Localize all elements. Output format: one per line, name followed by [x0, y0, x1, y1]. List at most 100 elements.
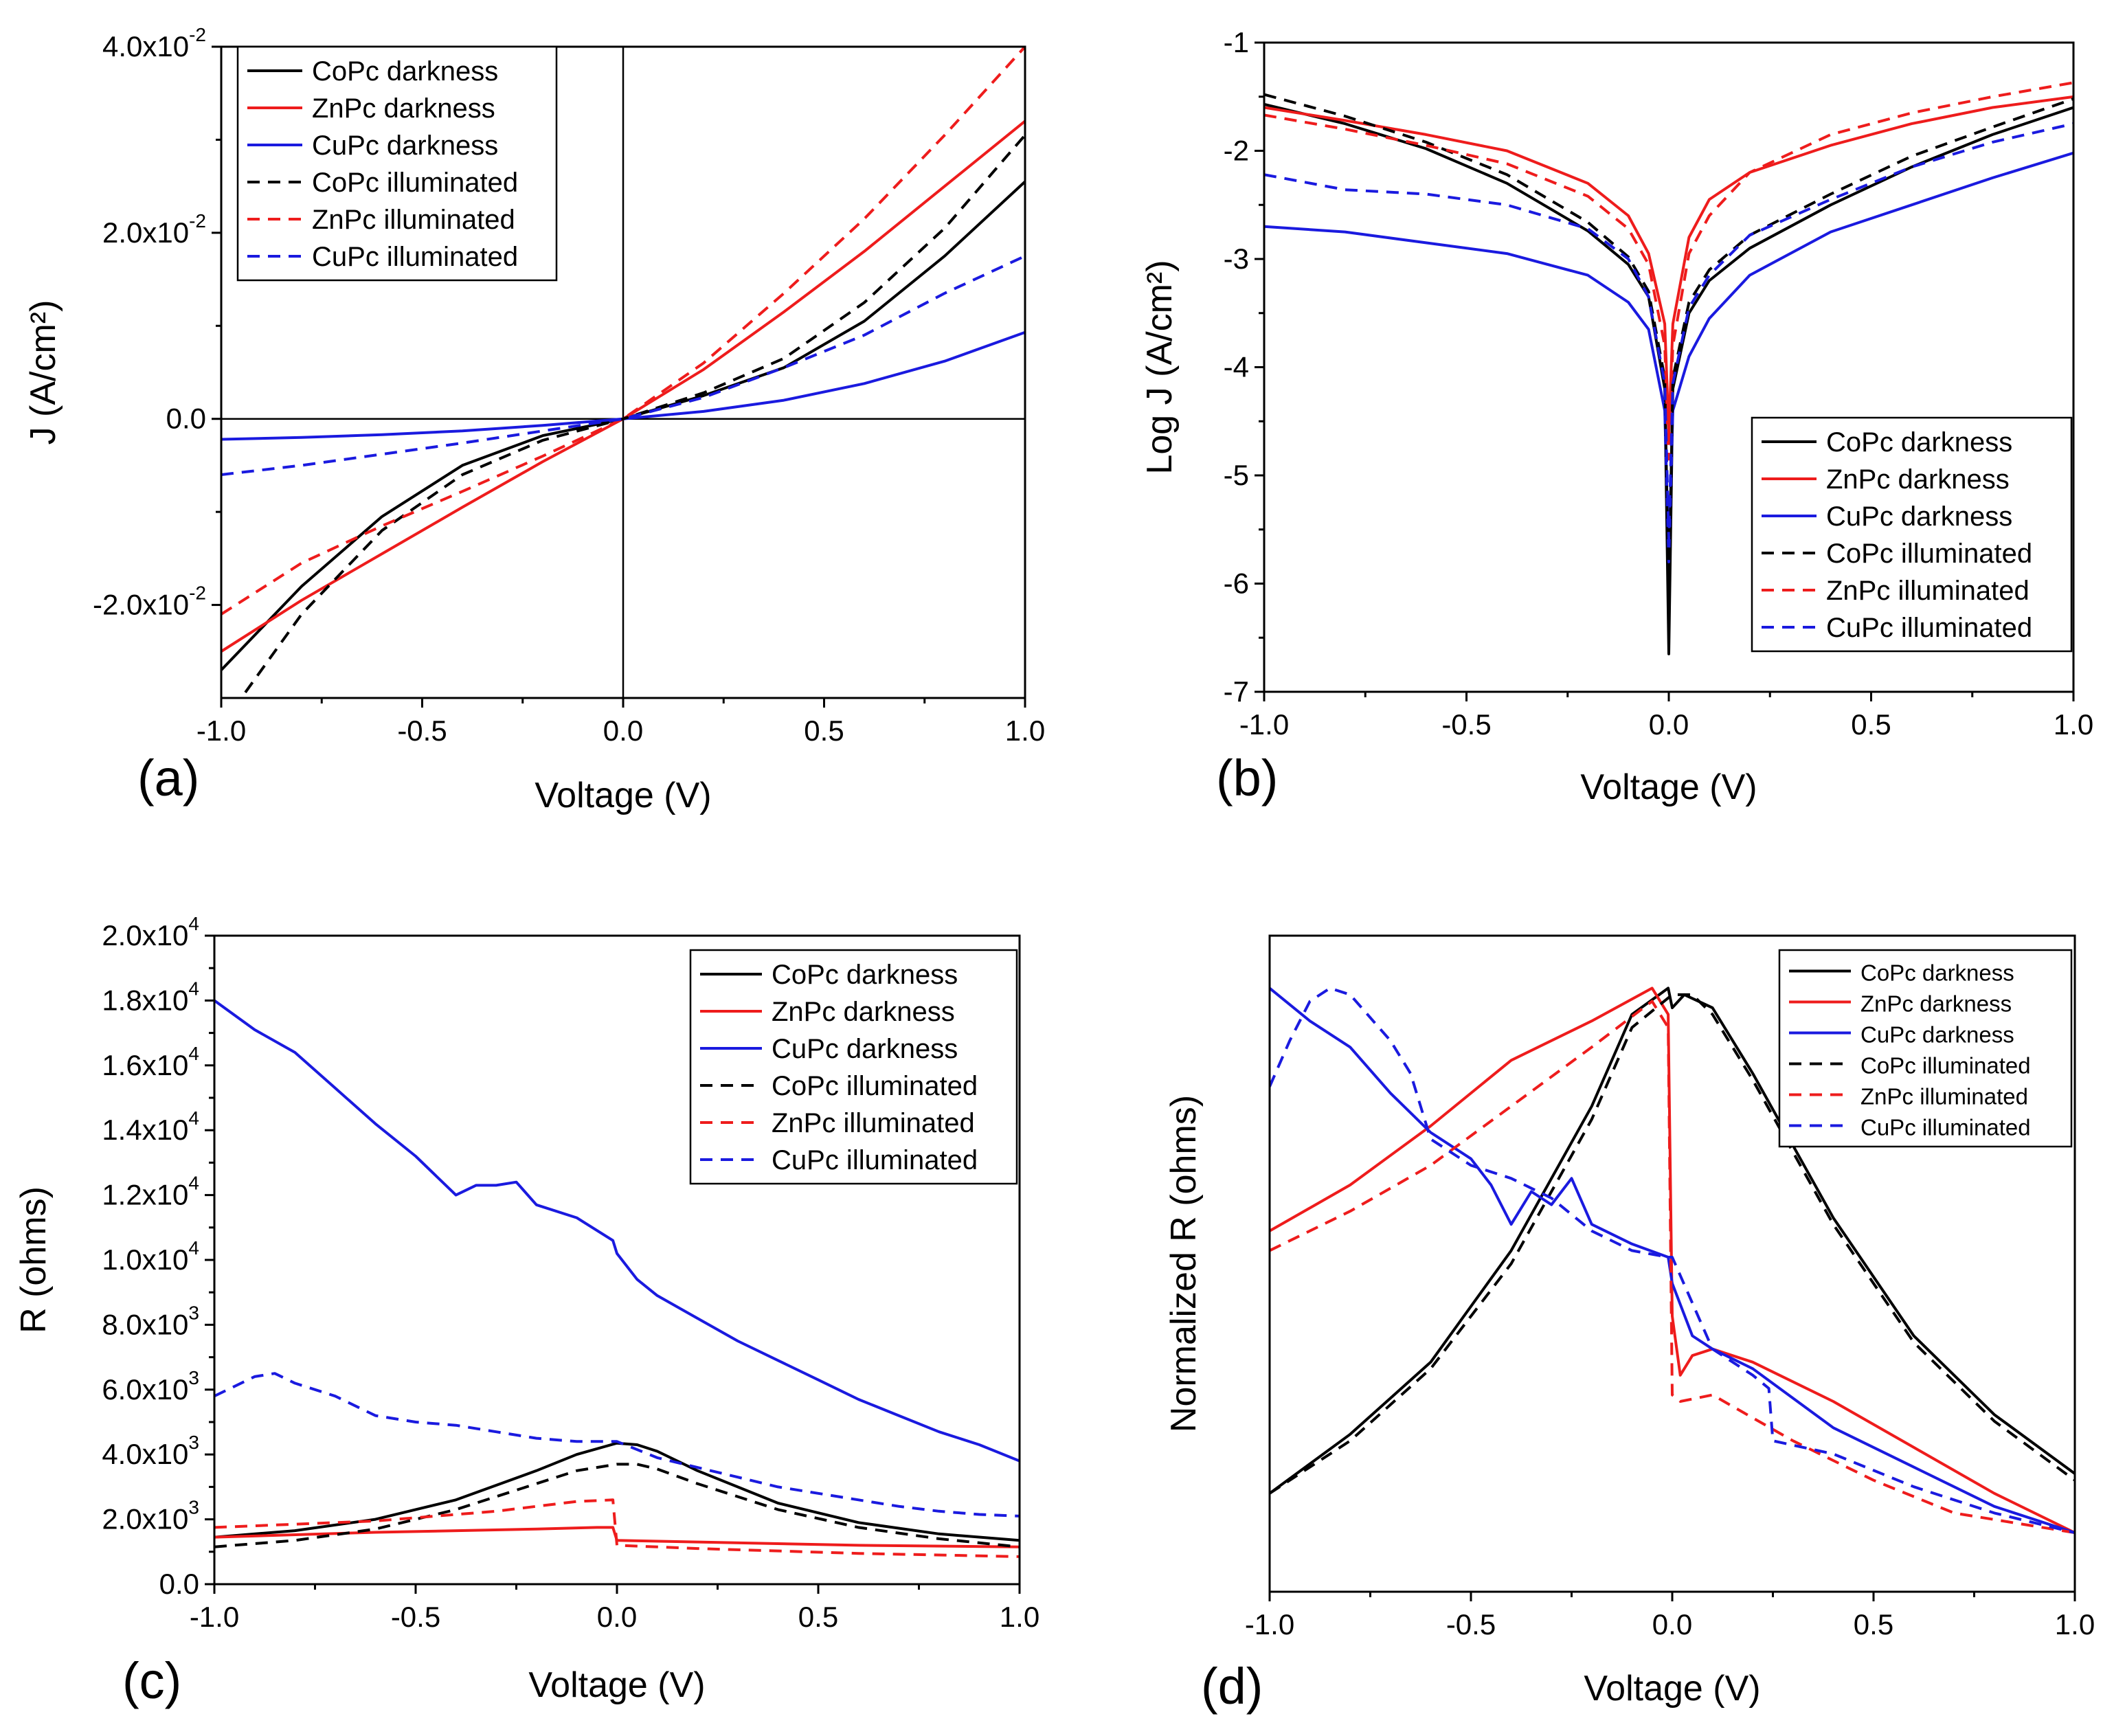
x-axis-label: Voltage (V)	[1584, 1669, 1760, 1709]
legend-entry: ZnPc darkness	[772, 997, 955, 1027]
y-tick-label: -2	[1224, 135, 1249, 167]
legend-entry: CuPc illuminated	[312, 242, 518, 272]
y-tick-label: 1.6x104	[102, 1043, 199, 1081]
legend-entry: CuPc illuminated	[772, 1145, 978, 1175]
y-tick-label: 2.0x10-2	[102, 210, 206, 249]
y-tick-mantissa: 2.0x10	[102, 919, 188, 951]
y-tick-label: 8.0x103	[102, 1302, 199, 1340]
y-tick-mantissa: -2.0x10	[93, 589, 189, 621]
x-tick-label: 1.0	[2055, 1608, 2095, 1641]
y-tick-label: -3	[1224, 243, 1249, 275]
panel-label: (a)	[137, 749, 199, 807]
x-axis-label: Voltage (V)	[1580, 767, 1757, 807]
series-line-copc-darkness	[1264, 102, 2073, 655]
legend-entry: CoPc darkness	[312, 56, 498, 87]
legend-entry: CoPc darkness	[1860, 960, 2014, 986]
chart-panel-c: -1.0 -0.5 0.0 0.5 1.00.02.0x1034.0x1036.0x10…	[14, 913, 1039, 1709]
series-line-copc-illuminated	[214, 1463, 1020, 1548]
y-tick-label: -2.0x10-2	[93, 583, 206, 621]
legend-entry: ZnPc darkness	[1860, 991, 2012, 1017]
y-tick-label: -5	[1224, 459, 1249, 491]
panel-label: (c)	[122, 1652, 181, 1709]
series-line-copc-illuminated	[1270, 993, 2075, 1495]
series-line-znpc-illuminated	[214, 1498, 1020, 1558]
y-tick-label: 0.0	[159, 1568, 199, 1600]
y-tick-mantissa: 6.0x10	[102, 1373, 188, 1406]
x-tick-label: 1.0	[2054, 708, 2093, 741]
x-tick-label: 0.0	[1649, 708, 1689, 741]
series-group	[214, 999, 1020, 1558]
series-group	[1270, 987, 2075, 1535]
y-tick-label: 1.0x104	[102, 1237, 199, 1276]
x-axis-label: Voltage (V)	[528, 1665, 705, 1705]
x-axis-label: Voltage (V)	[535, 776, 711, 815]
y-tick-mantissa: 1.0x10	[102, 1243, 188, 1276]
y-tick-mantissa: -3	[1224, 243, 1249, 275]
y-tick-mantissa: 2.0x10	[102, 1503, 188, 1535]
series-line-copc-darkness	[214, 1441, 1020, 1542]
legend-entry: CoPc illuminated	[312, 168, 518, 198]
series-line-znpc-illuminated	[221, 47, 1025, 616]
y-tick-mantissa: 0.0	[166, 403, 206, 435]
y-tick-exponent: 3	[188, 1432, 199, 1453]
legend-entry: ZnPc darkness	[312, 93, 495, 124]
y-axis-label: J (A/cm²)	[23, 300, 63, 445]
chart-panel-b: -1.0 -0.5 0.0 0.5 1.0 -7 -6 -5 -4 -3 -2 -1 Voltage (…	[1140, 26, 2093, 807]
x-tick-label: -0.5	[1441, 708, 1491, 741]
x-tick-label: 0.0	[1652, 1608, 1692, 1641]
y-tick-label: 1.4x104	[102, 1107, 199, 1146]
x-tick-label: -0.5	[397, 714, 447, 747]
y-tick-exponent: 4	[188, 1043, 199, 1064]
legend: CoPc darkness ZnPc darkness CuPc darkness C…	[1751, 416, 2073, 653]
legend-entry: CoPc illuminated	[1826, 539, 2032, 569]
y-tick-mantissa: 1.2x10	[102, 1179, 188, 1211]
legend: CoPc darkness ZnPc darkness CuPc darkness C…	[236, 45, 558, 282]
series-line-cupc-darkness	[1270, 987, 2075, 1535]
y-tick-mantissa: 1.6x10	[102, 1049, 188, 1081]
y-tick-exponent: 4	[188, 913, 199, 934]
y-tick-exponent: -2	[189, 210, 206, 232]
y-tick-label: 0.0	[166, 403, 206, 435]
y-tick-exponent: -2	[189, 583, 206, 604]
series-line-cupc-illuminated	[214, 1372, 1020, 1518]
y-tick-label: -7	[1224, 675, 1249, 708]
y-tick-mantissa: 0.0	[159, 1568, 199, 1600]
x-tick-label: 0.5	[798, 1601, 838, 1633]
y-axis-label: R (ohms)	[14, 1186, 54, 1333]
series-line-copc-illuminated	[1264, 93, 2073, 607]
y-tick-label: 6.0x103	[102, 1367, 199, 1406]
series-group	[221, 47, 1025, 698]
chart-panel-d: -1.0 -0.5 0.0 0.5 1.0 Voltage (V) Normalized R…	[1164, 934, 2095, 1715]
panel-label: (b)	[1216, 749, 1278, 807]
series-line-cupc-darkness	[214, 999, 1020, 1463]
legend-entry: CuPc darkness	[1860, 1022, 2014, 1048]
legend-entry: CuPc darkness	[312, 131, 498, 161]
y-tick-exponent: -2	[189, 24, 206, 45]
y-tick-mantissa: -7	[1224, 675, 1249, 708]
legend-entry: CoPc illuminated	[772, 1071, 978, 1101]
legend-box	[236, 45, 558, 282]
x-tick-label: 1.0	[1000, 1601, 1039, 1633]
legend-entry: ZnPc illuminated	[772, 1108, 975, 1138]
y-axis-label: Log J (A/cm²)	[1140, 260, 1180, 474]
y-tick-mantissa: -2	[1224, 135, 1249, 167]
legend-entry: ZnPc illuminated	[312, 205, 515, 235]
legend: CoPc darkness ZnPc darkness CuPc darkness C…	[689, 949, 1018, 1185]
x-tick-label: -1.0	[1245, 1608, 1294, 1641]
x-tick-label: 0.5	[1854, 1608, 1893, 1641]
y-tick-label: -6	[1224, 567, 1249, 600]
y-tick-exponent: 3	[188, 1497, 199, 1518]
y-tick-label: 2.0x104	[102, 913, 199, 951]
series-line-cupc-darkness	[1264, 151, 2073, 563]
y-tick-exponent: 3	[188, 1302, 199, 1323]
series-line-copc-illuminated	[239, 134, 1025, 698]
legend-entry: CuPc darkness	[772, 1034, 958, 1064]
x-tick-label: -1.0	[190, 1601, 239, 1633]
y-tick-label: -1	[1224, 26, 1249, 58]
legend-entry: CoPc darkness	[1826, 427, 2012, 458]
panel-label: (d)	[1201, 1658, 1263, 1715]
series-line-znpc-darkness	[214, 1526, 1020, 1548]
y-tick-mantissa: -1	[1224, 26, 1249, 58]
y-tick-mantissa: -5	[1224, 459, 1249, 491]
